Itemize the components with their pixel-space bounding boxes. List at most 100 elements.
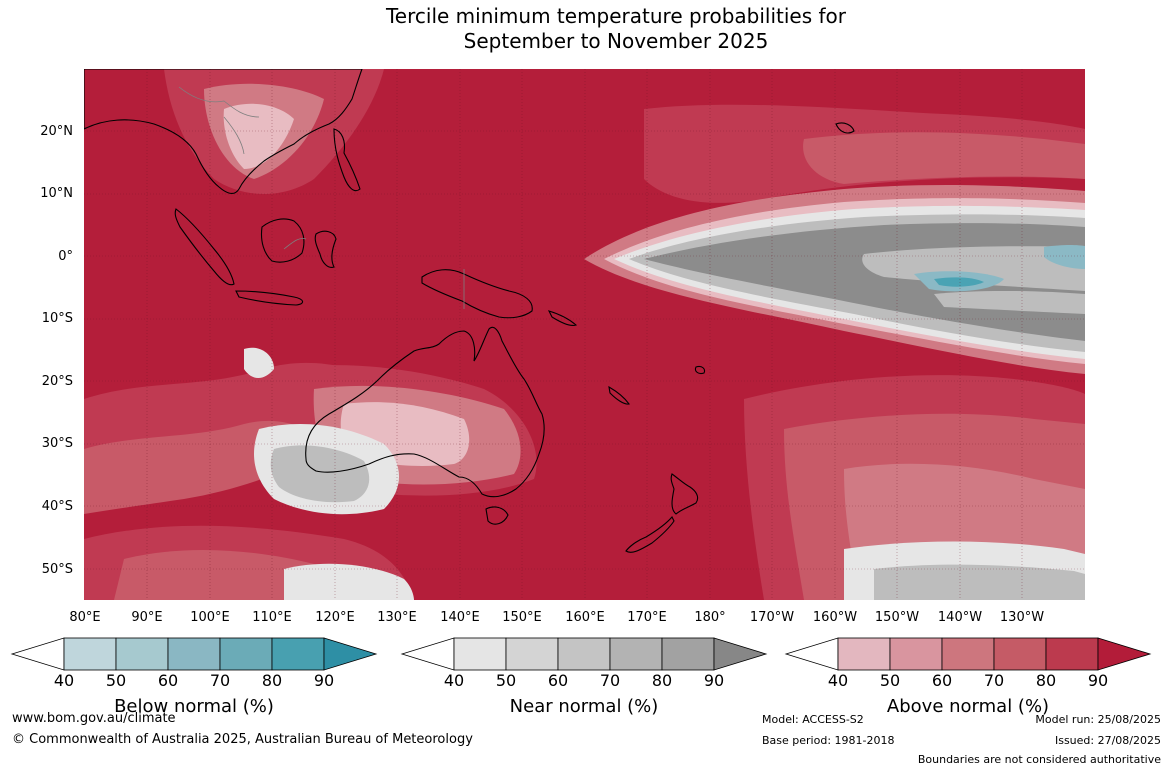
boundaries-note: Boundaries are not considered authoritat… [917, 753, 1161, 766]
lon-label: 140°W [937, 610, 983, 625]
country-borders [178, 86, 465, 309]
model-run-text: Model run: 25/08/2025 [1035, 713, 1161, 726]
colorbar-tick: 40 [827, 671, 849, 690]
lat-label: 10°S [41, 311, 73, 326]
colorbar-high-arrow [1097, 637, 1152, 671]
nz-south-coast [625, 516, 675, 553]
base-period-text: Base period: 1981-2018 [762, 734, 895, 747]
australia-coast [305, 326, 545, 498]
borneo-coast [260, 218, 305, 263]
near-normal-southeast [844, 541, 1085, 600]
colorbar-segment [453, 637, 507, 671]
lon-label: 160°E [565, 610, 605, 625]
hawaii-coast [835, 122, 855, 134]
colorbar-tick: 90 [1087, 671, 1109, 690]
colorbar-segment [505, 637, 559, 671]
colorbar-below-label: Below normal (%) [114, 696, 274, 717]
colorbar-segment [167, 637, 221, 671]
colorbar-low-arrow [784, 637, 839, 671]
colorbar-tick: 50 [879, 671, 901, 690]
fiji-coast [694, 365, 706, 375]
philippines-coast [333, 128, 361, 192]
colorbar-tick: 90 [703, 671, 725, 690]
colorbar-segment [271, 637, 325, 671]
title-line-2: September to November 2025 [463, 29, 769, 53]
lon-label: 160°W [812, 610, 858, 625]
colorbar-near-label: Near normal (%) [509, 696, 659, 717]
colorbar-segment [837, 637, 891, 671]
lon-label: 170°W [749, 610, 795, 625]
colorbar-tick: 80 [651, 671, 673, 690]
lon-label: 150°E [502, 610, 542, 625]
nz-north-coast [670, 473, 699, 515]
lat-label: 20°N [40, 124, 73, 139]
colorbar-near-svg [400, 637, 768, 671]
colorbar-segment [661, 637, 715, 671]
colorbar-tick: 60 [931, 671, 953, 690]
colorbar-segment [1045, 637, 1099, 671]
colorbar-tick: 60 [547, 671, 569, 690]
lon-label: 130°W [999, 610, 1045, 625]
coastlines [84, 69, 855, 553]
near-normal-southwest [244, 347, 414, 600]
sulawesi-coast [314, 230, 337, 268]
colorbar-segment [609, 637, 663, 671]
colorbar-above-svg [784, 637, 1152, 671]
title-line-1: Tercile minimum temperature probabilitie… [385, 4, 847, 28]
lon-label: 80°E [69, 610, 101, 625]
colorbar-tick: 40 [53, 671, 75, 690]
colorbar-above-label: Above normal (%) [886, 696, 1050, 717]
colorbar-tick: 70 [983, 671, 1005, 690]
sumatra-coast [174, 208, 235, 286]
issued-text: Issued: 27/08/2025 [1054, 734, 1161, 747]
colorbar-segment [219, 637, 273, 671]
colorbar-high-arrow [713, 637, 768, 671]
lon-label: 150°W [874, 610, 920, 625]
colorbar-segment [557, 637, 611, 671]
colorbar-low-arrow [400, 637, 455, 671]
colorbar-tick: 80 [1035, 671, 1057, 690]
lat-label: 0° [58, 249, 73, 264]
colorbar-segment [63, 637, 117, 671]
lat-label: 40°S [41, 499, 73, 514]
colorbar-tick: 50 [495, 671, 517, 690]
colorbar-below [10, 637, 378, 671]
lon-label: 140°E [440, 610, 480, 625]
colorbar-high-arrow [323, 637, 378, 671]
colorbar-tick: 70 [599, 671, 621, 690]
lon-label: 110°E [252, 610, 292, 625]
lat-label: 50°S [41, 562, 73, 577]
lon-label: 130°E [377, 610, 417, 625]
colorbar-tick: 40 [443, 671, 465, 690]
colorbar-tick: 80 [261, 671, 283, 690]
model-text: Model: ACCESS-S2 [762, 713, 864, 726]
colorbar-tick: 60 [157, 671, 179, 690]
java-coast [235, 290, 304, 306]
probability-map [84, 69, 1085, 600]
colorbar-segment [889, 637, 943, 671]
colorbar-above [784, 637, 1152, 671]
colorbar-segment [941, 637, 995, 671]
se-asia-coast [84, 69, 363, 195]
map-canvas [84, 69, 1085, 600]
lat-label: 30°S [41, 436, 73, 451]
colorbar-segment [993, 637, 1047, 671]
lon-label: 90°E [131, 610, 163, 625]
colorbar-below-svg [10, 637, 378, 671]
map-title: Tercile minimum temperature probabilitie… [0, 4, 1173, 54]
grid-lines [84, 69, 1085, 600]
lat-label: 20°S [41, 374, 73, 389]
copyright-text: © Commonwealth of Australia 2025, Austra… [12, 732, 473, 747]
lat-label: 10°N [40, 186, 73, 201]
tasmania-coast [485, 506, 509, 525]
equatorial-cold-tongue [584, 185, 1085, 374]
colorbar-near [400, 637, 768, 671]
website-link[interactable]: www.bom.gov.au/climate [12, 711, 176, 726]
lon-label: 170°E [627, 610, 667, 625]
solomon-coast [547, 310, 578, 326]
colorbar-tick: 50 [105, 671, 127, 690]
colorbar-tick: 90 [313, 671, 335, 690]
lon-label: 120°E [315, 610, 355, 625]
new-caledonia-coast [608, 385, 630, 405]
colorbar-tick: 70 [209, 671, 231, 690]
